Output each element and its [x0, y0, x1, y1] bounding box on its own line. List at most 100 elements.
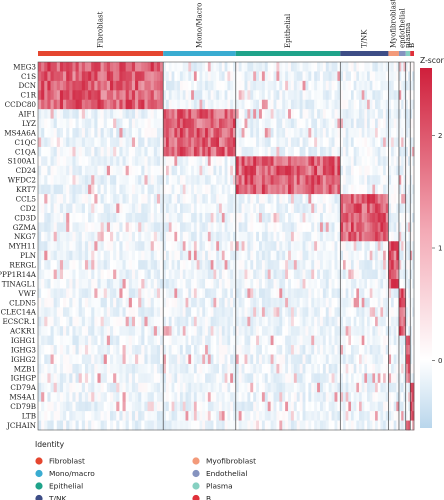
- heatmap-cell: [81, 137, 86, 148]
- heatmap-cell: [88, 260, 92, 270]
- heatmap-cell: [247, 354, 251, 365]
- heatmap-cell: [50, 288, 54, 299]
- heatmap-cell: [100, 307, 105, 318]
- heatmap-cell: [109, 269, 114, 280]
- heatmap-cell: [38, 146, 42, 157]
- heatmap-cell: [177, 137, 181, 148]
- heatmap-cell: [238, 137, 242, 148]
- heatmap-cell: [53, 222, 58, 233]
- heatmap-cell: [103, 392, 108, 403]
- heatmap-cell: [337, 392, 341, 403]
- heatmap-cell: [44, 335, 48, 346]
- heatmap-cell: [412, 316, 415, 327]
- heatmap-cell: [50, 373, 54, 384]
- heatmap-cell: [412, 203, 415, 214]
- heatmap-cell: [351, 109, 355, 119]
- heatmap-cell: [66, 90, 70, 101]
- heatmap-cell: [264, 128, 269, 138]
- heatmap-cell: [185, 297, 189, 308]
- heatmap-cell: [135, 184, 139, 195]
- heatmap-cell: [232, 128, 237, 138]
- heatmap-cell: [205, 392, 209, 403]
- heatmap-cell: [168, 175, 172, 186]
- heatmap-cell: [334, 80, 338, 91]
- heatmap-cell: [135, 363, 139, 374]
- heatmap-cell: [393, 250, 397, 261]
- heatmap-cell: [325, 118, 330, 129]
- heatmap-cell: [345, 212, 349, 223]
- heatmap-cell: [56, 411, 61, 421]
- heatmap-cell: [285, 184, 289, 195]
- heatmap-cell: [279, 109, 283, 119]
- heatmap-cell: [84, 392, 89, 403]
- heatmap-cell: [202, 345, 206, 355]
- heatmap-cell: [293, 335, 298, 346]
- heatmap-cell: [207, 288, 212, 299]
- heatmap-cell: [385, 345, 389, 355]
- heatmap-cell: [50, 109, 54, 119]
- heatmap-cell: [144, 316, 148, 327]
- heatmap-cell: [340, 184, 344, 195]
- heatmap-cell: [153, 326, 158, 336]
- heatmap-cell: [241, 184, 245, 195]
- heatmap-cell: [144, 373, 148, 384]
- heatmap-cell: [185, 222, 189, 233]
- heatmap-cell: [356, 203, 360, 214]
- heatmap-cell: [224, 203, 228, 214]
- heatmap-cell: [391, 184, 395, 195]
- heatmap-cell: [276, 345, 280, 355]
- heatmap-cell: [97, 109, 101, 119]
- heatmap-cell: [81, 118, 86, 129]
- heatmap-cell: [369, 137, 373, 148]
- heatmap-cell: [348, 250, 352, 261]
- heatmap-cell: [369, 241, 373, 252]
- heatmap-cell: [364, 260, 368, 270]
- heatmap-cell: [305, 326, 309, 336]
- heatmap-cell: [331, 363, 335, 374]
- heatmap-cell: [407, 241, 411, 252]
- heatmap-cell: [207, 203, 212, 214]
- heatmap-cell: [279, 307, 283, 318]
- heatmap-cell: [267, 80, 271, 91]
- heatmap-cell: [177, 392, 181, 403]
- heatmap-cell: [227, 184, 231, 195]
- heatmap-cell: [328, 279, 332, 289]
- heatmap-cell: [375, 392, 379, 403]
- heatmap-cell: [325, 80, 330, 91]
- heatmap-cell: [232, 345, 237, 355]
- heatmap-cell: [407, 411, 411, 421]
- heatmap-cell: [302, 90, 306, 101]
- heatmap-cell: [328, 118, 332, 129]
- heatmap-cell: [119, 279, 123, 289]
- heatmap-cell: [100, 71, 105, 82]
- heatmap-cell: [63, 137, 67, 148]
- heatmap-cell: [160, 80, 164, 91]
- heatmap-cell: [66, 373, 70, 384]
- heatmap-cell: [348, 241, 352, 252]
- heatmap-cell: [328, 260, 332, 270]
- heatmap-cell: [256, 90, 260, 101]
- heatmap-cell: [227, 194, 231, 204]
- heatmap-cell: [279, 118, 283, 129]
- heatmap-cell: [185, 137, 189, 148]
- heatmap-cell: [207, 146, 212, 157]
- heatmap-cell: [290, 373, 295, 384]
- heatmap-cell: [345, 175, 349, 186]
- heatmap-cell: [393, 279, 397, 289]
- heatmap-cell: [147, 401, 152, 412]
- heatmap-cell: [403, 137, 407, 148]
- heatmap-cell: [334, 212, 338, 223]
- heatmap-cell: [193, 354, 198, 365]
- heatmap-cell: [412, 99, 415, 110]
- heatmap-cell: [116, 260, 120, 270]
- heatmap-cell: [377, 269, 381, 280]
- heatmap-cell: [156, 231, 161, 242]
- heatmap-cell: [56, 62, 61, 72]
- heatmap-cell: [38, 260, 42, 270]
- heatmap-cell: [196, 288, 200, 299]
- heatmap-cell: [230, 260, 234, 270]
- heatmap-cell: [264, 354, 269, 365]
- heatmap-cell: [403, 297, 407, 308]
- heatmap-cell: [230, 231, 234, 242]
- heatmap-cell: [267, 156, 271, 167]
